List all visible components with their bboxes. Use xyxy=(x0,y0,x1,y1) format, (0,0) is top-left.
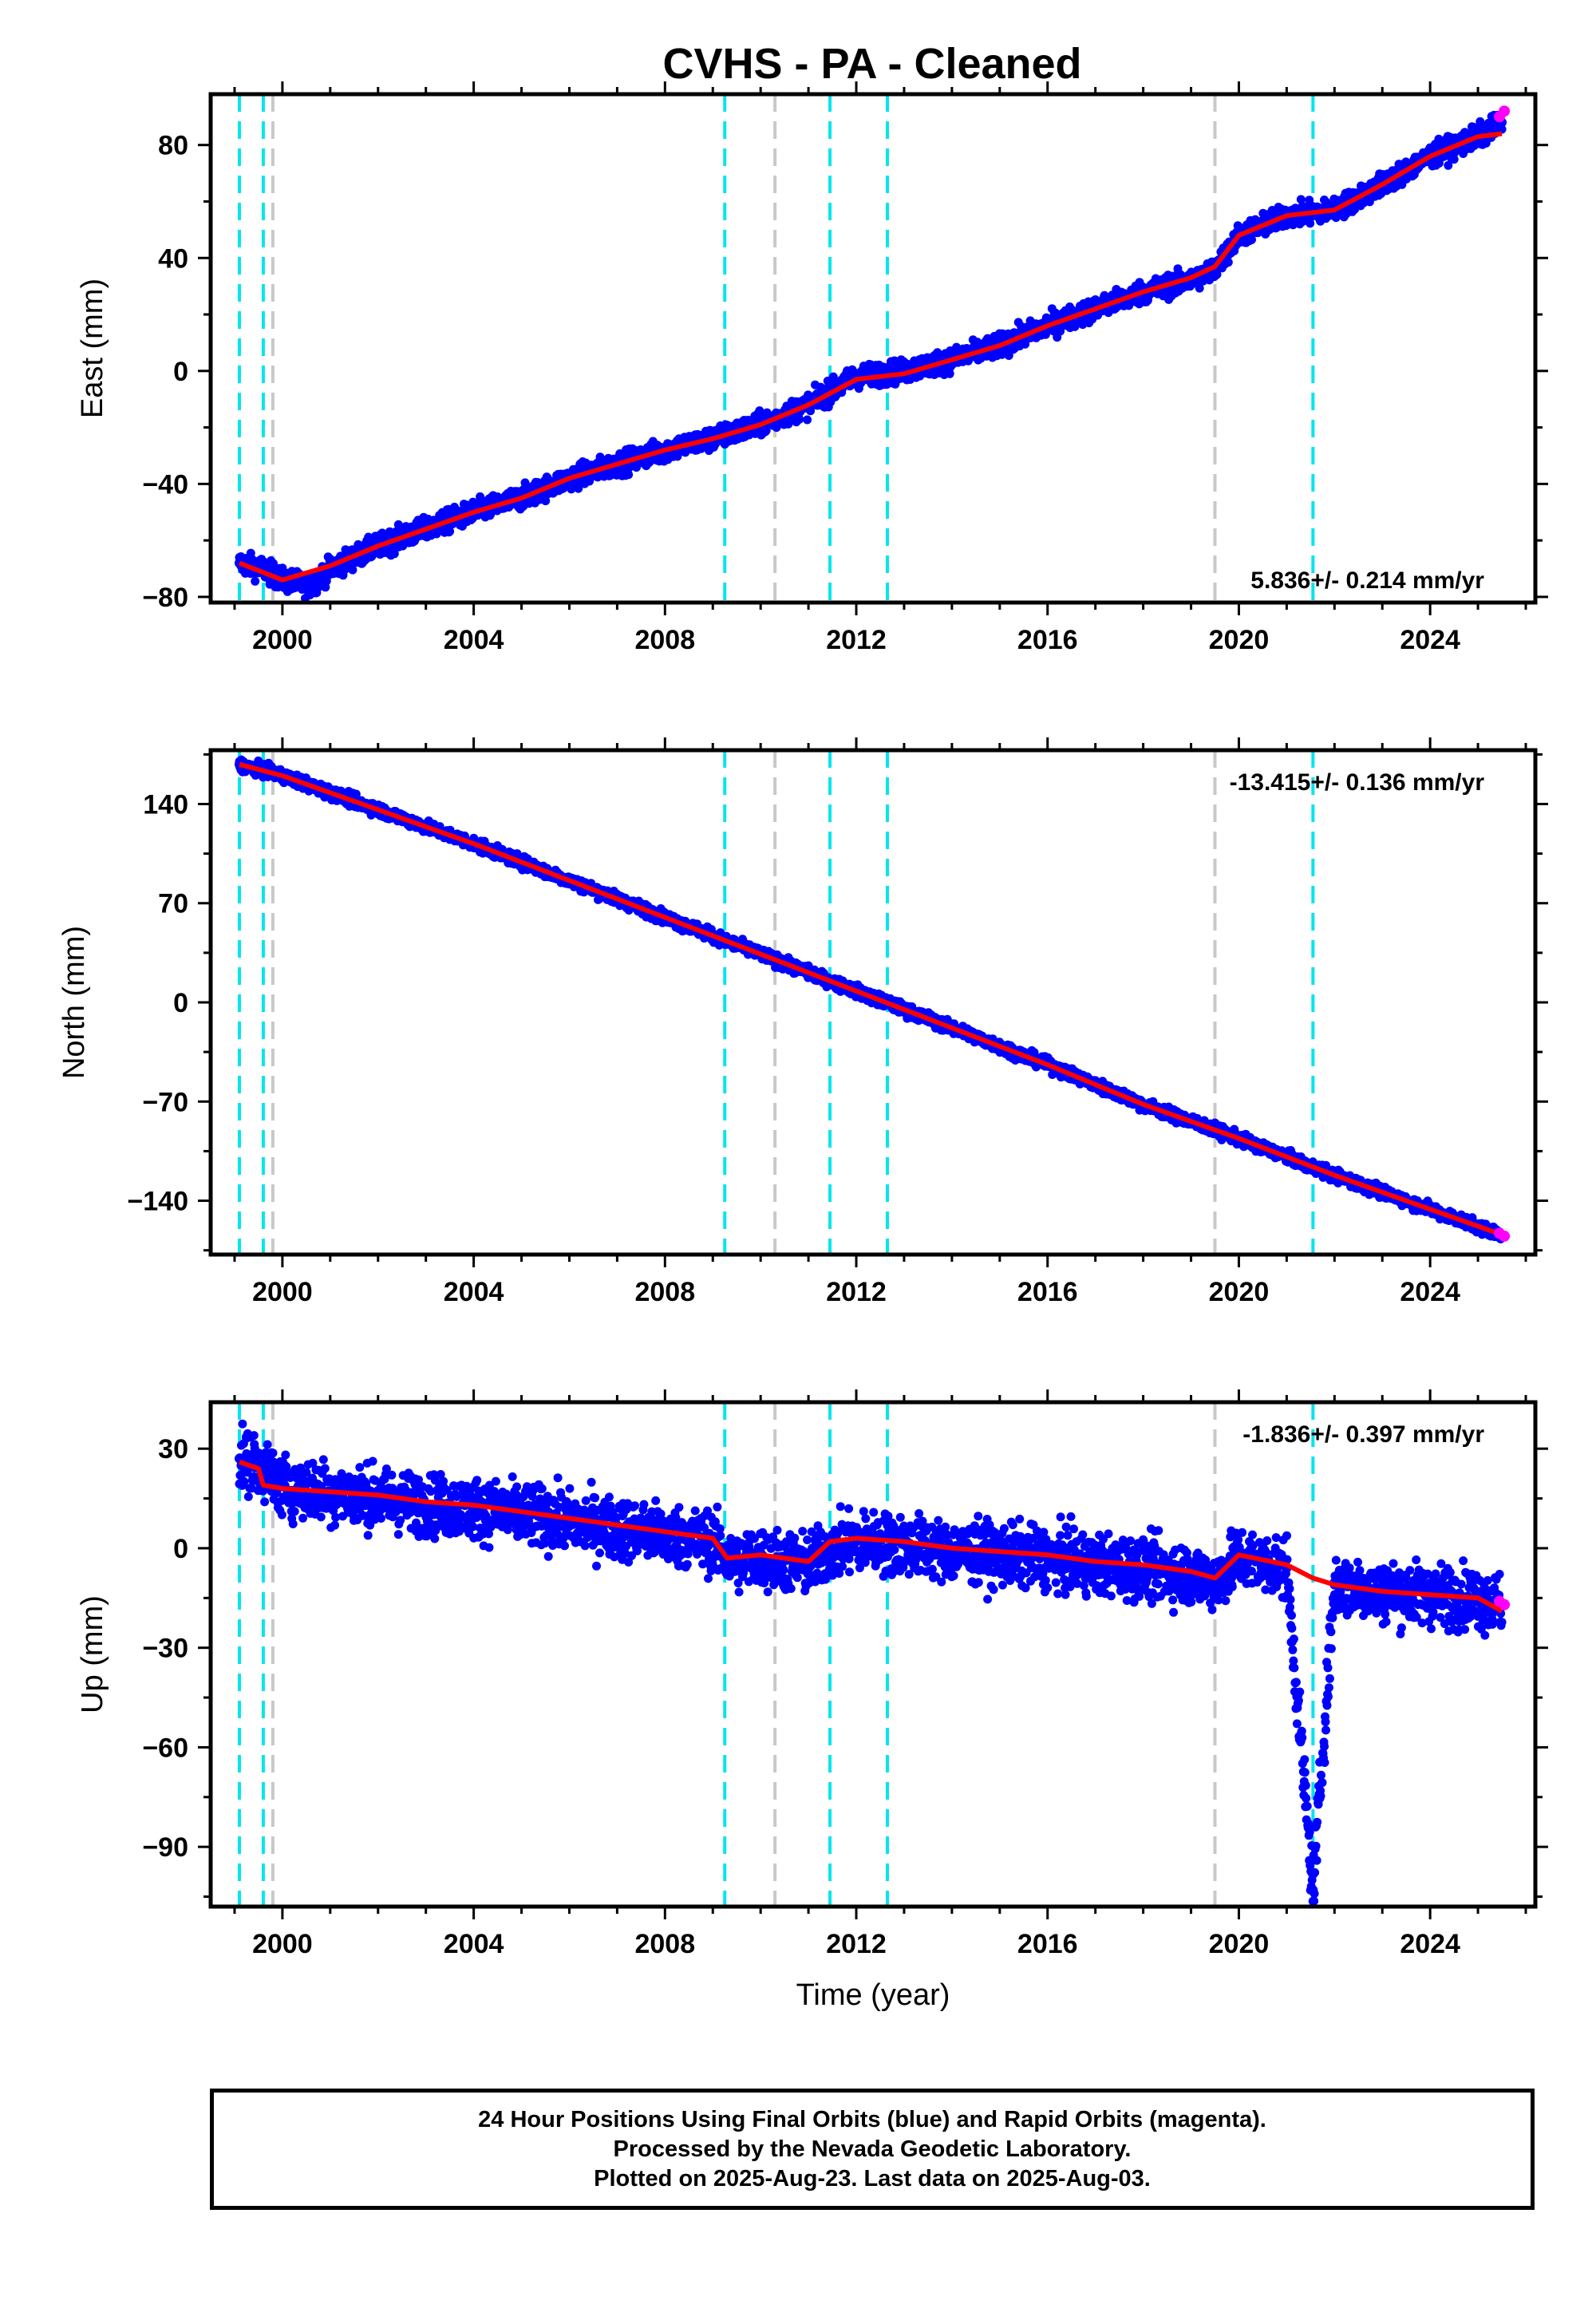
x-tick-label: 2008 xyxy=(634,625,695,655)
data-point xyxy=(1306,219,1315,228)
y-tick-label: 80 xyxy=(158,131,188,161)
data-point xyxy=(1004,351,1013,360)
data-point xyxy=(945,369,954,378)
data-point xyxy=(1223,258,1233,267)
data-point xyxy=(541,496,551,506)
data-point xyxy=(393,520,403,529)
data-point xyxy=(269,559,278,568)
data-point xyxy=(1449,155,1459,164)
figure-title: CVHS - PA - Cleaned xyxy=(662,40,1081,88)
panel-frame xyxy=(208,92,1538,605)
data-point xyxy=(251,576,260,586)
y-tick-label: −80 xyxy=(142,583,188,613)
x-tick-label: 2012 xyxy=(826,625,887,655)
data-point xyxy=(755,406,764,416)
panel-north: 2000 2004 2008 2012 2016 2020 2024−140−7007014… xyxy=(57,737,1548,1307)
rate-label: 5.836+/- 0.214 mm/yr xyxy=(1250,567,1484,594)
data-point xyxy=(795,414,804,424)
y-tick-label: 40 xyxy=(158,243,188,274)
data-point xyxy=(1247,235,1256,244)
rapid-orbit-point xyxy=(1499,105,1511,117)
x-tick-label: 2016 xyxy=(1017,625,1078,655)
data-point xyxy=(803,415,812,425)
plot-area xyxy=(234,94,1511,603)
data-point xyxy=(1195,283,1204,293)
data-point xyxy=(1444,160,1453,170)
data-point xyxy=(445,527,455,536)
x-tick-label: 2004 xyxy=(444,625,504,655)
y-tick-label: 0 xyxy=(173,357,188,387)
panels-group: 2000 2004 2008 2012 2016 2020 2024 −80 −40 0 40 80 E… xyxy=(57,81,1548,2012)
x-tick-label: 2000 xyxy=(252,625,313,655)
data-point xyxy=(348,565,358,575)
data-point xyxy=(389,549,399,559)
y-tick-label: −40 xyxy=(142,469,188,500)
data-point-anchor xyxy=(306,580,316,591)
model-fit-line xyxy=(238,131,1503,583)
panel-east: 2000 2004 2008 2012 2016 2020 2024 −80 −40 0 40 80 E… xyxy=(76,81,1548,655)
plot-area xyxy=(234,750,1511,1255)
data-point xyxy=(1296,195,1306,204)
x-tick-label: 2024 xyxy=(1400,625,1460,655)
data-point xyxy=(624,470,634,480)
data-point xyxy=(1497,124,1507,134)
y-axis-label: East (mm) xyxy=(76,279,109,418)
x-tick-label: 2020 xyxy=(1209,625,1270,655)
